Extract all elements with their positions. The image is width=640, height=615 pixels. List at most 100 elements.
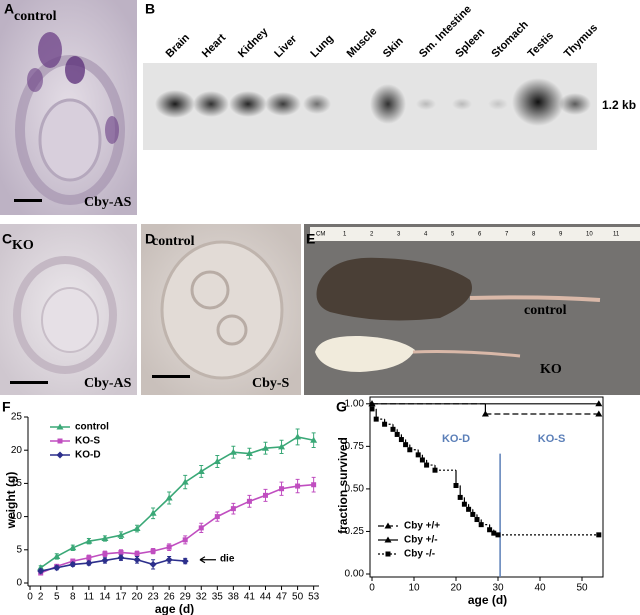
marker	[182, 537, 188, 543]
x-tick-label: 32	[196, 592, 208, 603]
lane-label: Testis	[526, 30, 556, 60]
marker	[261, 444, 269, 451]
marker	[246, 498, 252, 504]
marker	[57, 438, 63, 444]
legend-label: control	[75, 422, 109, 433]
panel-label: E	[306, 231, 315, 247]
y-tick-label: 0.00	[345, 569, 365, 580]
marker	[117, 531, 125, 538]
legend-label: Cby -/-	[404, 549, 435, 560]
marker	[149, 560, 157, 568]
marker	[596, 532, 602, 538]
y-tick-label: 20	[11, 445, 23, 456]
ruler-label: 1	[343, 232, 347, 238]
x-tick-label: 11	[84, 592, 95, 603]
embryo	[160, 240, 284, 380]
divider-label: KO-S	[538, 433, 566, 445]
series-line	[40, 483, 314, 574]
x-tick-label: 29	[180, 592, 192, 603]
probe: Cby-AS	[84, 376, 132, 391]
marker	[181, 557, 189, 565]
lane-label: Spleen	[453, 26, 487, 60]
marker	[595, 410, 603, 417]
ruler-label: 3	[397, 232, 401, 238]
stain	[65, 56, 85, 84]
panel-label: D	[145, 231, 155, 247]
marker	[491, 530, 497, 536]
lane-label: Lung	[308, 33, 335, 60]
y-tick-label: 5	[16, 544, 22, 555]
marker	[403, 442, 409, 448]
probe: Cby-AS	[84, 195, 132, 210]
panel-label: G	[336, 399, 347, 415]
x-tick-label: 38	[228, 592, 240, 603]
y-tick-label: 0.75	[345, 441, 365, 452]
ruler-label: 4	[424, 232, 428, 238]
x-tick-label: 41	[244, 592, 256, 603]
ruler-label: CM	[316, 232, 325, 238]
marker	[432, 467, 438, 473]
lane-label: Kidney	[236, 25, 271, 60]
marker	[382, 421, 388, 427]
marker	[278, 443, 286, 450]
y-tick-label: 0	[16, 578, 22, 589]
y-tick-label: 10	[11, 511, 23, 522]
y-tick-label: 0.50	[345, 484, 365, 495]
marker	[311, 482, 317, 488]
ruler-label: 8	[532, 232, 536, 238]
marker	[214, 514, 220, 520]
marker	[85, 537, 93, 544]
divider-label: KO-D	[442, 433, 470, 445]
embryo	[216, 314, 248, 346]
x-tick-label: 14	[99, 592, 111, 603]
marker	[85, 559, 93, 567]
y-tick-label: 15	[11, 478, 23, 489]
marker	[102, 551, 108, 557]
marker	[385, 551, 391, 557]
tail	[469, 295, 601, 302]
marker	[419, 457, 425, 463]
marker	[369, 406, 375, 412]
mouse-label: control	[524, 303, 567, 318]
genotype: KO	[12, 238, 34, 253]
marker	[481, 410, 489, 417]
lane-label: Muscle	[345, 25, 380, 60]
embryo	[190, 270, 230, 310]
x-tick-label: 0	[369, 583, 375, 594]
panel-label: B	[145, 1, 155, 17]
annotation: die	[220, 553, 235, 564]
marker	[407, 447, 413, 453]
y-tick-label: 1.00	[345, 398, 365, 409]
stain	[27, 68, 43, 92]
embryo	[41, 287, 99, 353]
y-axis-title: fraction survived	[336, 437, 350, 534]
marker	[149, 509, 157, 516]
marker	[279, 486, 285, 492]
marker	[461, 501, 467, 507]
x-axis-title: age (d)	[155, 602, 194, 615]
ko-mouse	[315, 335, 415, 372]
x-tick-label: 50	[292, 592, 304, 603]
x-tick-label: 26	[164, 592, 176, 603]
control-mouse	[316, 257, 472, 321]
x-tick-label: 20	[450, 583, 462, 594]
x-axis-title: age (d)	[468, 593, 507, 607]
marker	[69, 560, 77, 568]
ruler	[310, 227, 640, 241]
marker	[101, 556, 109, 564]
ruler-label: 5	[451, 232, 455, 238]
x-tick-label: 17	[115, 592, 127, 603]
marker	[384, 536, 392, 543]
stain	[38, 32, 62, 68]
marker	[56, 451, 64, 459]
marker	[415, 452, 421, 458]
legend-label: KO-S	[75, 436, 100, 447]
lane-label: Liver	[272, 33, 300, 61]
x-tick-label: 50	[576, 583, 588, 594]
marker	[424, 462, 430, 468]
lane-label: Heart	[200, 32, 229, 61]
marker	[457, 494, 463, 500]
marker	[478, 522, 484, 528]
marker	[166, 544, 172, 550]
marker	[56, 423, 64, 430]
